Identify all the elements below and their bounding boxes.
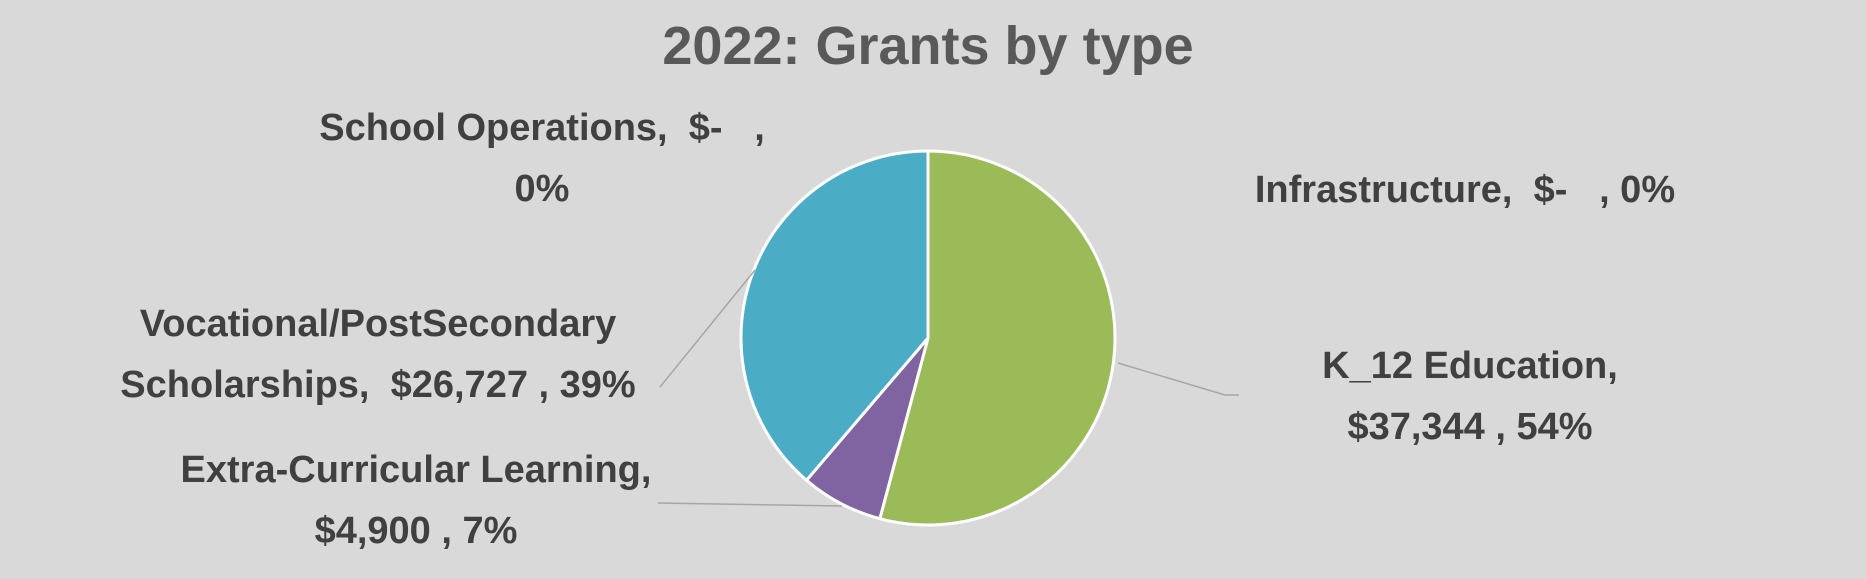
data-label-k12-education-line: $37,344 , 54% bbox=[1347, 406, 1592, 448]
data-label-k12-education: K_12 Education, $37,344 , 54% bbox=[1322, 345, 1618, 448]
pie-slices bbox=[739, 149, 1117, 527]
data-label-k12-education-line: K_12 Education, bbox=[1322, 345, 1618, 387]
data-label-school-operations-line: School Operations, $- , bbox=[319, 107, 765, 149]
leader-line-k12 bbox=[1117, 362, 1239, 396]
data-label-extra-curricular-line: Extra-Curricular Learning, bbox=[181, 449, 652, 491]
data-label-extra-curricular-line: $4,900 , 7% bbox=[315, 510, 518, 552]
data-label-school-operations: School Operations, $- , 0% bbox=[319, 107, 765, 210]
data-label-vocational-line: Vocational/PostSecondary bbox=[140, 303, 617, 345]
leader-line-vocational bbox=[659, 269, 756, 388]
data-label-infrastructure-line: Infrastructure, $- , 0% bbox=[1255, 169, 1675, 211]
data-label-infrastructure: Infrastructure, $- , 0% bbox=[1255, 169, 1675, 211]
data-label-school-operations-line: 0% bbox=[515, 168, 570, 210]
chart-title: 2022: Grants by type bbox=[662, 16, 1193, 76]
data-labels: School Operations, $- , 0% Infrastructure,… bbox=[120, 107, 1675, 552]
data-label-extra-curricular: Extra-Curricular Learning, $4,900 , 7% bbox=[181, 449, 652, 552]
leader-lines bbox=[657, 269, 1239, 507]
data-label-vocational-line: Scholarships, $26,727 , 39% bbox=[120, 364, 635, 406]
pie-slice-k-12-education bbox=[878, 149, 1117, 527]
leader-line-extra-curricular bbox=[657, 502, 843, 507]
data-label-vocational: Vocational/PostSecondary Scholarships, $2… bbox=[120, 303, 635, 406]
